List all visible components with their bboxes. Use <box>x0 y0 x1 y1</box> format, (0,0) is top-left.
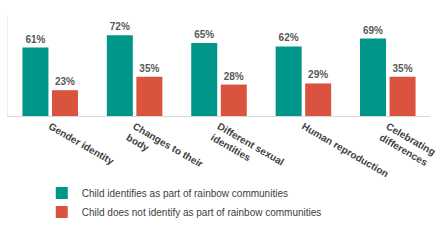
svg-text:72%: 72% <box>110 21 130 32</box>
svg-text:35%: 35% <box>139 63 159 74</box>
svg-text:28%: 28% <box>224 71 244 82</box>
svg-text:61%: 61% <box>25 34 45 45</box>
svg-text:Child does not identify as par: Child does not identify as part of rainb… <box>82 207 322 218</box>
svg-text:23%: 23% <box>55 76 75 87</box>
svg-text:Gender identity: Gender identity <box>47 121 116 167</box>
svg-text:65%: 65% <box>194 29 214 40</box>
svg-text:62%: 62% <box>279 32 299 43</box>
svg-text:Celebratingdifferences: Celebratingdifferences <box>378 121 438 169</box>
svg-text:29%: 29% <box>308 69 328 80</box>
svg-text:35%: 35% <box>393 63 413 74</box>
svg-text:Changes to theirbody: Changes to theirbody <box>125 121 205 181</box>
svg-text:69%: 69% <box>363 25 383 36</box>
svg-text:Child identifies as part of ra: Child identifies as part of rainbow comm… <box>82 188 288 199</box>
svg-text:Human reproduction: Human reproduction <box>300 121 391 180</box>
svg-text:Different sexualidentities: Different sexualidentities <box>209 121 286 179</box>
